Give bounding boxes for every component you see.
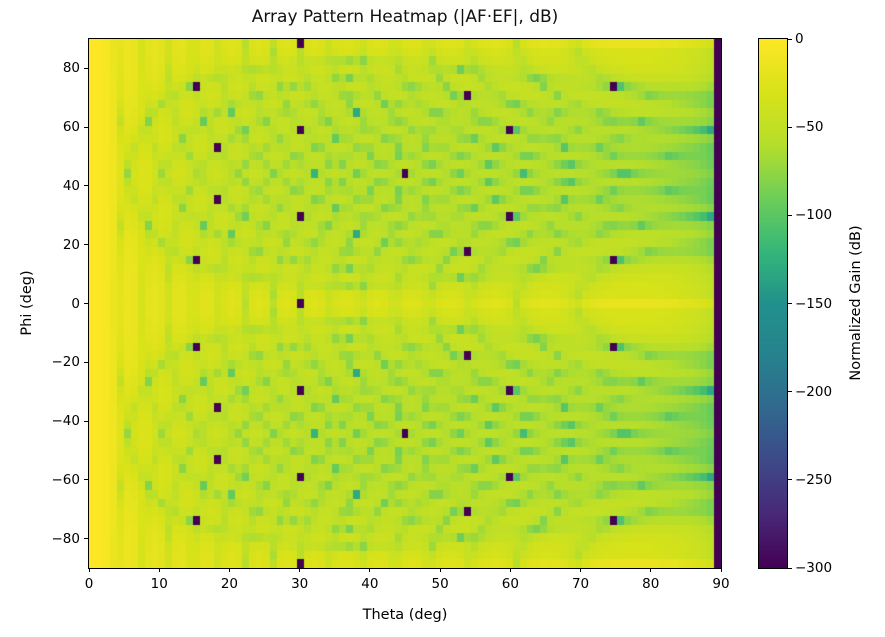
y-tick-mark [84,303,88,304]
colorbar-tick-label: −300 [795,560,833,576]
colorbar-tick-mark [788,479,792,481]
x-tick-mark [509,568,511,572]
x-tick-mark [650,568,652,572]
x-tick-mark [580,568,582,572]
colorbar-tick-mark [788,567,792,569]
heatmap-plot-area [88,38,722,569]
x-tick-mark [228,568,230,572]
y-tick-label: −20 [51,354,81,371]
colorbar-label: Normalized Gain (dB) [848,225,864,381]
y-tick-mark [84,420,88,422]
x-tick-mark [720,568,722,572]
x-tick-label: 20 [220,576,239,592]
y-tick-mark [84,67,88,69]
x-tick-label: 0 [84,576,94,592]
y-tick-mark [84,479,88,481]
y-tick-mark [84,244,88,246]
y-axis-label: Phi (deg) [19,270,35,336]
colorbar-tick-label: −250 [795,471,833,488]
colorbar-tick-mark [788,126,792,128]
x-tick-mark [158,568,160,572]
colorbar-canvas [759,39,787,568]
y-tick-label: 20 [62,236,80,253]
colorbar-tick-mark [788,38,792,40]
colorbar-tick-mark [788,303,792,304]
y-tick-label: 80 [62,60,80,77]
x-axis-label: Theta (deg) [362,607,448,623]
x-tick-label: 70 [571,576,590,592]
colorbar-tick-mark [788,214,792,216]
colorbar-tick-label: 0 [795,31,804,47]
x-tick-mark [88,568,90,572]
heatmap-canvas [89,39,721,568]
colorbar-tick-label: −150 [795,295,833,312]
x-tick-label: 50 [431,576,449,592]
chart-title: Array Pattern Heatmap (|AF·EF|, dB) [251,7,559,27]
y-tick-mark [84,538,88,540]
x-tick-mark [299,568,301,572]
x-tick-label: 80 [642,576,660,592]
y-tick-label: −40 [51,413,81,430]
x-tick-label: 40 [361,576,379,592]
y-tick-mark [84,126,88,128]
y-tick-label: 40 [62,177,80,194]
y-tick-label: 60 [62,119,80,136]
y-tick-label: −80 [51,530,81,547]
x-tick-label: 90 [712,576,730,592]
colorbar-tick-mark [788,391,792,393]
y-tick-label: 0 [71,295,80,312]
colorbar-tick-label: −200 [795,383,833,400]
colorbar-tick-label: −50 [795,119,824,136]
x-tick-label: 60 [501,576,519,592]
x-tick-label: 10 [150,576,168,592]
colorbar-tick-label: −100 [795,207,833,224]
x-tick-mark [439,568,441,572]
x-tick-label: 30 [291,576,309,592]
y-tick-label: −60 [51,471,81,488]
y-tick-mark [84,361,88,363]
colorbar [758,38,788,569]
y-tick-mark [84,185,88,187]
x-tick-mark [369,568,371,572]
